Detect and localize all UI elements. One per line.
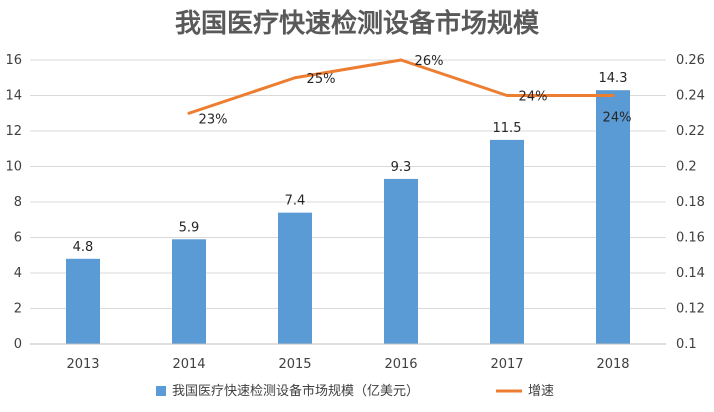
growth-line [188, 58, 613, 115]
y-left-tick-label: 0 [14, 337, 22, 352]
legend: 我国医疗快速检测设备市场规模（亿美元） 增速 [156, 383, 554, 399]
line-data-label: 23% [199, 112, 228, 127]
y-left-tick-label: 6 [14, 231, 22, 246]
y-right-tick-label: 0.2 [676, 160, 697, 175]
gridlines [30, 59, 666, 309]
axes: 0 2 4 6 8 10 12 14 16 0.1 0.12 0.14 0.16 0.18 0.2 0.22 0… [5, 53, 705, 372]
y-right-tick-label: 0.26 [676, 53, 705, 68]
x-tick-label: 2016 [384, 357, 417, 372]
legend-line-label: 增速 [528, 384, 554, 399]
y-right-tick-label: 0.18 [676, 195, 705, 210]
y-right-tick-label: 0.22 [676, 124, 705, 139]
bar-series [66, 90, 630, 344]
y-left-tick-label: 16 [5, 53, 22, 68]
y-right-tick-label: 0.12 [676, 302, 705, 317]
x-tick-label: 2015 [278, 357, 311, 372]
bar-data-label: 9.3 [391, 160, 412, 175]
x-tick-label: 2017 [490, 357, 523, 372]
legend-bar-label: 我国医疗快速检测设备市场规模（亿美元） [172, 383, 419, 399]
line-point [293, 76, 297, 80]
bar [596, 90, 630, 344]
y-left-tick-label: 2 [14, 302, 22, 317]
chart-title: 我国医疗快速检测设备市场规模 [175, 8, 540, 39]
x-tick-label: 2013 [66, 357, 99, 372]
line-point [187, 111, 191, 115]
data-labels: 4.8 5.9 7.4 9.3 11.5 14.3 23% 25% 26% 24% 24% [73, 54, 632, 255]
bar-data-label: 11.5 [493, 121, 522, 136]
y-left-tick-label: 8 [14, 195, 22, 210]
y-right-tick-label: 0.1 [676, 337, 697, 352]
bar-data-label: 5.9 [179, 220, 200, 235]
y-left-tick-label: 14 [5, 89, 22, 104]
line-point [505, 94, 509, 97]
y-left-tick-label: 12 [5, 124, 22, 139]
y-right-tick-label: 0.24 [676, 89, 705, 104]
y-left-tick-label: 4 [14, 266, 22, 281]
x-tick-label: 2018 [596, 357, 629, 372]
line-point [399, 58, 403, 62]
legend-bar-swatch [156, 386, 166, 396]
bar [490, 139, 524, 344]
bar [278, 212, 312, 344]
line-point [611, 94, 615, 97]
y-right-tick-label: 0.16 [676, 231, 705, 246]
line-series [187, 58, 615, 115]
bar [66, 258, 100, 344]
line-data-label: 24% [519, 90, 548, 105]
line-data-label: 26% [415, 54, 444, 69]
line-data-label: 24% [603, 111, 632, 126]
line-data-label: 25% [307, 72, 336, 87]
y-right-tick-label: 0.14 [676, 266, 705, 281]
y-left-tick-label: 10 [5, 160, 22, 175]
bar [172, 239, 206, 344]
x-tick-label: 2014 [172, 357, 205, 372]
bar-data-label: 14.3 [599, 71, 628, 86]
bar-data-label: 7.4 [285, 194, 306, 209]
bar-data-label: 4.8 [73, 240, 94, 255]
bar [384, 178, 418, 344]
